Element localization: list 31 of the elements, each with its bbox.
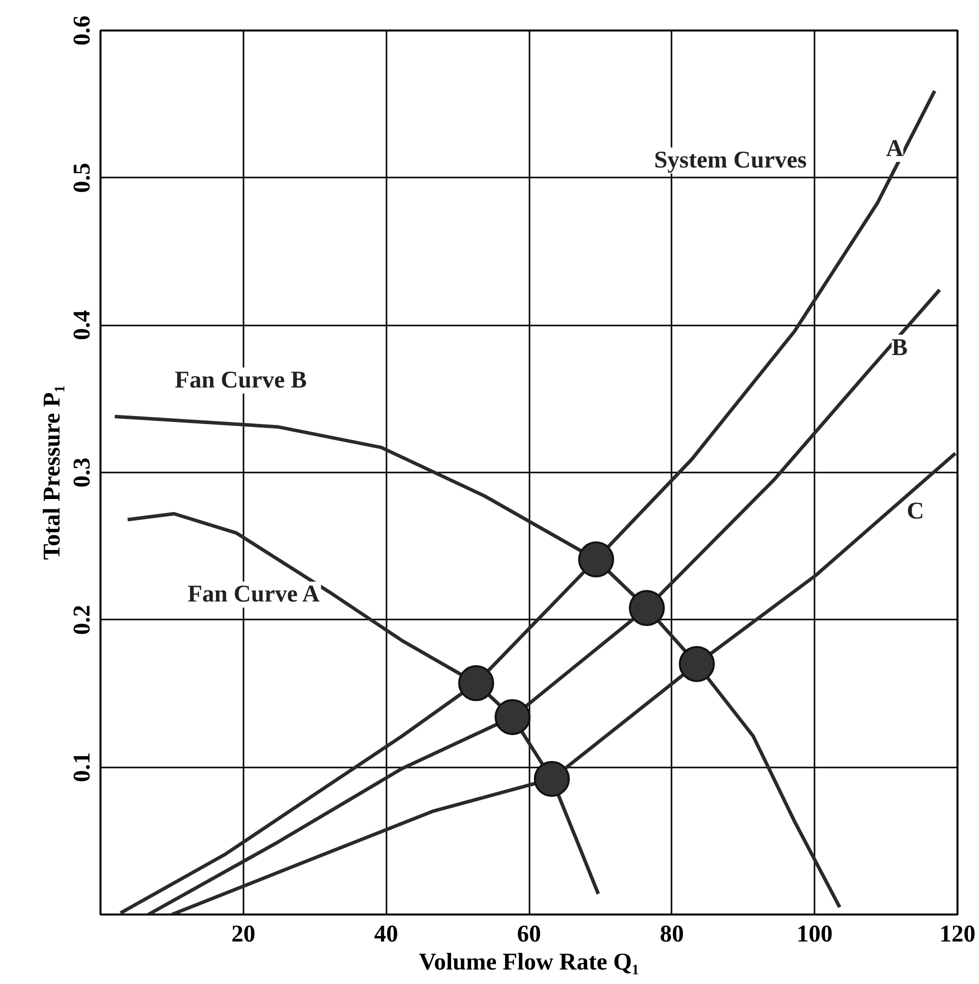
y-tick-label: 0.1 <box>70 752 96 782</box>
x-tick-label: 80 <box>660 922 684 948</box>
series-label: A <box>886 136 904 162</box>
x-tick-label: 100 <box>796 922 833 948</box>
y-tick-label: 0.6 <box>70 16 96 46</box>
x-tick-label: 120 <box>940 922 976 948</box>
y-axis-title: Total Pressure P₁ <box>40 385 66 560</box>
line-series <box>113 414 842 909</box>
y-tick-label: 0.3 <box>70 458 96 488</box>
point <box>628 590 665 626</box>
line-series <box>126 512 600 896</box>
y-tick-label: 0.2 <box>70 604 96 635</box>
point <box>458 665 494 702</box>
y-tick-label: 0.4 <box>70 310 96 340</box>
x-tick-label: 40 <box>374 922 398 948</box>
series-label: Fan Curve A <box>188 582 320 608</box>
x-tick-label: 60 <box>517 922 541 948</box>
x-axis-title: Volume Flow Rate Q₁ <box>418 950 640 976</box>
series-label: C <box>906 498 924 524</box>
line-series <box>170 452 958 914</box>
line-series <box>118 89 936 914</box>
line-series <box>146 288 942 914</box>
series-label: Fan Curve B <box>174 368 307 394</box>
point <box>678 646 715 682</box>
series-label: B <box>892 334 908 361</box>
point <box>494 699 531 736</box>
point <box>578 541 614 578</box>
annotation: System Curves <box>654 147 807 174</box>
point <box>534 760 570 797</box>
x-tick-label: 20 <box>231 922 256 948</box>
y-tick-label: 0.5 <box>70 162 96 193</box>
